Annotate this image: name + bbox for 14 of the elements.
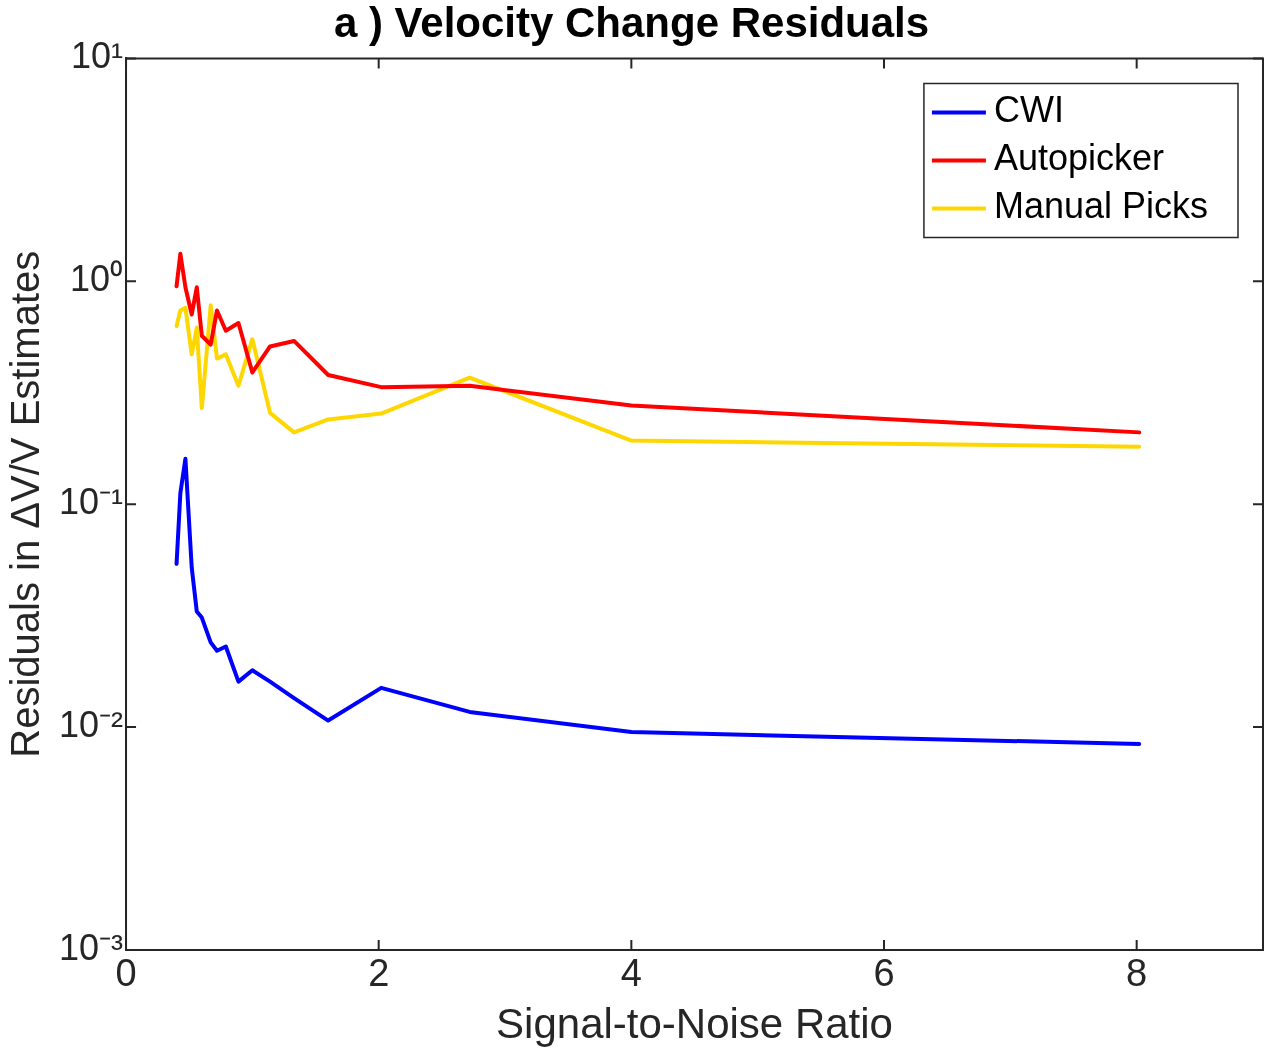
y-tick-label: 10⁻² [59,704,124,746]
legend-label: Autopicker [993,137,1165,179]
x-axis-title: Signal-to-Noise Ratio [496,1000,893,1048]
y-axis-title: Residuals in ΔV/V Estimates [3,250,48,758]
x-tick-label: 2 [368,952,390,995]
legend-label: Manual Picks [993,185,1209,227]
y-tick-label: 10⁰ [69,258,124,300]
legend-label: CWI [993,89,1064,131]
x-tick-label: 6 [873,952,895,995]
y-tick-label: 10⁻¹ [59,481,124,523]
y-tick-label: 10¹ [71,35,124,77]
x-tick-label: 8 [1126,952,1148,995]
chart-title: a ) Velocity Change Residuals [333,0,930,46]
x-tick-label: 4 [620,952,642,995]
